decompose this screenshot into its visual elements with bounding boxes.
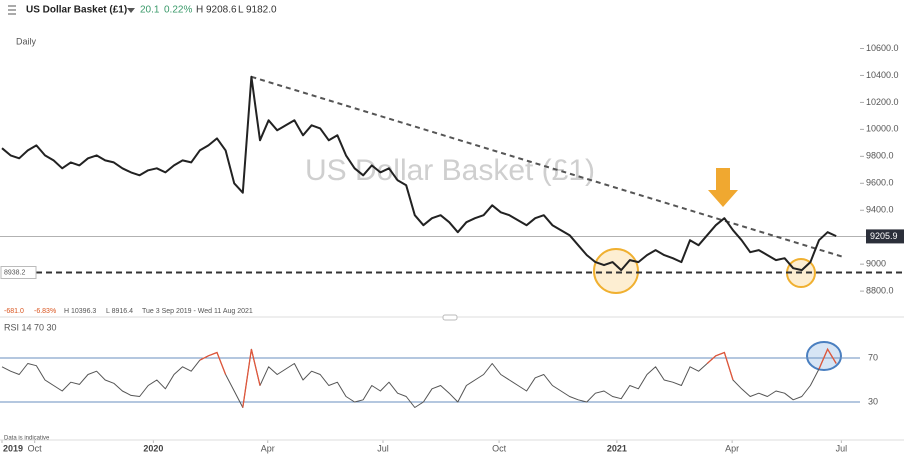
y-tick-label: 10200.0: [866, 97, 899, 107]
total-change-pct: -6.83%: [34, 308, 56, 315]
highlight-circle: [593, 248, 639, 294]
support-label: 8938.2: [4, 269, 26, 276]
x-tick-label: 2019: [3, 443, 23, 453]
period-low: L 8916.4: [106, 308, 133, 315]
instrument-title[interactable]: US Dollar Basket (£1): [26, 5, 127, 16]
rsi-overbought: [199, 351, 227, 375]
y-tick-label: 70: [868, 352, 878, 362]
rsi-line: [1, 348, 837, 408]
y-tick-label: 10600.0: [866, 43, 899, 53]
x-tick-label: Jul: [836, 443, 848, 453]
pane-handle[interactable]: [442, 314, 458, 321]
change: 20.1: [140, 5, 160, 16]
x-tick-label: Apr: [725, 443, 739, 453]
y-tick-label: 9800.0: [866, 151, 894, 161]
x-tick-label: 2021: [607, 443, 627, 453]
support-badge: [0, 265, 37, 279]
y-tick-label: 8800.0: [866, 286, 894, 296]
x-tick-label: Oct: [492, 443, 507, 453]
trendline: [251, 75, 846, 259]
menu-icon[interactable]: [8, 5, 16, 15]
price-line: [1, 75, 837, 272]
y-tick-label: 9000: [866, 259, 886, 269]
arrow: [708, 168, 738, 207]
y-tick-label: 9400.0: [866, 205, 894, 215]
rsi-overbought: [818, 347, 837, 370]
x-tick-label: 2020: [143, 443, 163, 453]
rsi-label: RSI 14 70 30: [4, 322, 57, 332]
y-tick-label: 10400.0: [866, 70, 899, 80]
dropdown-arrow[interactable]: [127, 8, 135, 13]
total-change: -681.0: [4, 308, 24, 315]
period-high: H 10396.3: [64, 308, 96, 315]
last-price-badge: [866, 229, 904, 244]
session-high: H 9208.6: [196, 5, 237, 16]
last-price-label: 9205.9: [870, 231, 898, 241]
watermark: US Dollar Basket (£1): [305, 154, 595, 187]
rsi-overbought: [242, 349, 261, 408]
y-tick-label: 9600.0: [866, 178, 894, 188]
interval: Daily: [16, 36, 37, 46]
date-range: Tue 3 Sep 2019 - Wed 11 Aug 2021: [142, 308, 253, 315]
x-tick-label: Apr: [261, 443, 275, 453]
y-tick-label: 10000.0: [866, 124, 899, 134]
y-tick-label: 30: [868, 396, 878, 406]
x-tick-label: Oct: [28, 443, 43, 453]
footnote: Data is indicative: [4, 436, 50, 442]
x-tick-label: Jul: [377, 443, 389, 453]
change-pct: 0.22%: [164, 5, 192, 16]
session-low: L 9182.0: [238, 5, 277, 16]
rsi-overbought: [706, 351, 734, 381]
